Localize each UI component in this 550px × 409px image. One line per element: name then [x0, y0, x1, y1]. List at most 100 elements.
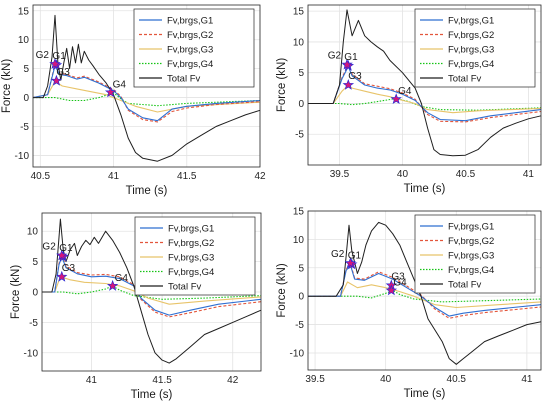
legend-label-g4: Fv,brgs,G4: [167, 59, 213, 70]
legend-label-g1: Fv,brgs,G1: [448, 222, 494, 233]
x-axis-label: Time (s): [404, 388, 446, 400]
x-tick-label: 42: [227, 375, 239, 386]
x-tick-label: 40.5: [447, 374, 467, 385]
y-tick-label: 5: [298, 68, 304, 79]
series-line-total: [42, 218, 262, 364]
y-axis-label: Force (kN): [276, 58, 288, 112]
y-tick-label: 10: [27, 227, 39, 238]
marker-label-g1: G1: [344, 52, 358, 63]
legend-label-g3: Fv,brgs,G3: [168, 253, 214, 264]
legend-label-total: Total Fv: [167, 74, 201, 85]
marker-label-g3: G3: [348, 71, 362, 82]
legend-label-total: Total Fv: [168, 282, 202, 293]
legend-label-g3: Fv,brgs,G3: [448, 45, 494, 56]
x-axis-label: Time (s): [131, 389, 173, 401]
marker-star-g2: [56, 249, 68, 261]
series-line-g2: [32, 63, 261, 123]
series-line-g4: [308, 289, 542, 303]
y-tick-label: 0: [23, 93, 29, 104]
y-tick-label: 5: [23, 64, 29, 75]
y-tick-label: 0: [298, 99, 304, 110]
y-tick-label: 10: [293, 37, 305, 48]
marker-star-g2: [344, 257, 357, 269]
x-tick-label: 42: [254, 171, 266, 182]
marker-star-g2: [341, 58, 353, 70]
y-tick-label: -10: [15, 151, 30, 162]
x-tick-label: 40.5: [31, 171, 51, 182]
x-axis-label: Time (s): [126, 185, 168, 197]
x-tick-label: 41: [108, 171, 120, 182]
marker-label-g3: G3: [56, 67, 70, 78]
legend-label-g3: Fv,brgs,G3: [448, 251, 494, 262]
y-tick-label: 0: [32, 288, 38, 299]
marker-label-g4: G4: [398, 86, 412, 97]
legend-label-g4: Fv,brgs,G4: [448, 59, 494, 70]
marker-star-g4: [385, 284, 398, 296]
y-tick-label: 15: [293, 207, 305, 218]
marker-star-g3: [342, 78, 355, 90]
y-tick-label: 15: [18, 6, 30, 17]
y-axis-label: Force (kN): [10, 265, 22, 319]
axes-frame: [41, 212, 262, 372]
x-tick-label: 40.5: [456, 169, 476, 180]
legend-label-g1: Fv,brgs,G1: [167, 16, 213, 27]
x-tick-label: 39.5: [305, 374, 325, 385]
legend-label-g4: Fv,brgs,G4: [448, 265, 494, 276]
series-line-g1: [308, 264, 542, 317]
legend: Fv,brgs,G1 Fv,brgs,G2 Fv,brgs,G3 Fv,brgs,G4…: [414, 8, 536, 88]
marker-star-g3: [56, 270, 68, 282]
y-tick-label: 15: [293, 7, 305, 18]
y-tick-label: -5: [29, 318, 38, 329]
axes-frame: [32, 4, 261, 168]
legend-label-g1: Fv,brgs,G1: [448, 16, 494, 27]
marker-label-g4: G4: [113, 79, 127, 90]
marker-star-g4: [106, 279, 119, 291]
legend-label-g3: Fv,brgs,G3: [167, 45, 213, 56]
legend-box: [134, 216, 256, 296]
y-tick-label: -10: [290, 348, 305, 359]
legend-label-g1: Fv,brgs,G1: [168, 224, 214, 235]
axes-frame: [307, 210, 542, 371]
axes-frame: [307, 4, 542, 166]
marker-label-g4: G4: [115, 273, 129, 284]
marker-star-g4: [390, 93, 402, 104]
series-line-g2: [308, 262, 542, 319]
marker-label-g4: G4: [393, 278, 407, 289]
legend-label-g2: Fv,brgs,G2: [448, 30, 494, 41]
chart-panel-2: 39.5 40 40.5 41-5051015G1G2G3G4Fv,brgs,G1Fv…: [276, 4, 542, 195]
legend-label-g4: Fv,brgs,G4: [168, 267, 214, 278]
marker-label-g2: G2: [42, 242, 56, 253]
marker-label-g3: G3: [391, 271, 405, 282]
marker-label-g3: G3: [62, 263, 76, 274]
y-tick-label: -5: [20, 122, 29, 133]
x-tick-label: 39.5: [330, 169, 350, 180]
y-axis-label: Force (kN): [276, 263, 288, 317]
y-tick-label: -5: [295, 130, 304, 141]
legend-label-g2: Fv,brgs,G2: [168, 238, 214, 249]
marker-star-g3: [50, 74, 63, 86]
y-axis-label: Force (kN): [1, 59, 13, 113]
marker-star-g4: [104, 86, 117, 98]
x-tick-label: 41.5: [152, 375, 172, 386]
x-tick-label: 41: [521, 374, 533, 385]
legend-label-g2: Fv,brgs,G2: [167, 30, 213, 41]
legend: Fv,brgs,G1 Fv,brgs,G2 Fv,brgs,G3 Fv,brgs,G4…: [133, 8, 255, 88]
x-axis-label: Time (s): [404, 183, 446, 195]
marker-label-g1: G1: [59, 243, 73, 254]
marker-label-g1: G1: [348, 250, 362, 261]
x-tick-label: 41.5: [177, 171, 197, 182]
legend-label-g2: Fv,brgs,G2: [448, 236, 494, 247]
series-line-g1: [308, 65, 542, 122]
y-tick-label: 5: [298, 263, 304, 274]
series-line-g4: [308, 97, 542, 111]
y-tick-label: 0: [298, 292, 304, 303]
legend: Fv,brgs,G1 Fv,brgs,G2 Fv,brgs,G3 Fv,brgs,G4…: [134, 216, 256, 296]
series-line-total: [308, 9, 542, 157]
legend-label-total: Total Fv: [448, 74, 482, 85]
series-line-g2: [308, 64, 542, 123]
x-tick-label: 41: [523, 169, 535, 180]
series-line-g3: [308, 84, 542, 114]
